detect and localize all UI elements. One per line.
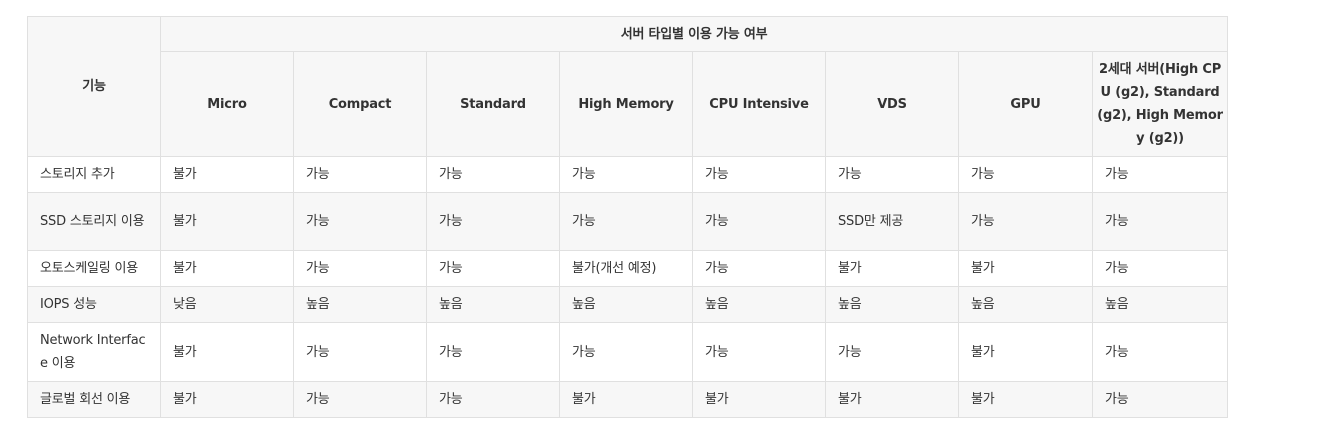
row-feature-label: 글로벌 회선 이용	[27, 381, 161, 418]
table-cell: 가능	[426, 156, 560, 193]
table-cell: 가능	[958, 192, 1093, 251]
table-cell: 가능	[958, 156, 1093, 193]
table-cell: 불가	[825, 250, 959, 287]
table-cell: 불가	[958, 381, 1093, 418]
column-header-gen2-server: 2세대 서버(High CPU (g2), Standard (g2), Hig…	[1091, 51, 1229, 157]
table-cell: 불가	[559, 381, 693, 418]
column-header-gpu: GPU	[958, 51, 1093, 157]
table-cell: 가능	[692, 192, 826, 251]
table-cell: 불가	[160, 250, 294, 287]
column-header-standard: Standard	[426, 51, 560, 157]
table-cell: 가능	[426, 381, 560, 418]
table-cell: 가능	[692, 322, 826, 382]
table-cell: 가능	[426, 322, 560, 382]
table-cell: 높음	[692, 286, 826, 323]
table-cell: 가능	[293, 322, 427, 382]
row-feature-label: Network Interface 이용	[27, 322, 161, 382]
table-cell: 가능	[559, 156, 693, 193]
table-row: 오토스케일링 이용 불가 가능 가능 불가(개선 예정) 가능 불가 불가 가능	[27, 250, 1229, 287]
row-feature-label: IOPS 성능	[27, 286, 161, 323]
table-cell: 불가	[958, 250, 1093, 287]
table-cell: 가능	[293, 192, 427, 251]
table-cell: 불가(개선 예정)	[559, 250, 693, 287]
table-cell: 가능	[692, 156, 826, 193]
table-cell: 높음	[1091, 286, 1229, 323]
table-row: 스토리지 추가 불가 가능 가능 가능 가능 가능 가능 가능	[27, 156, 1229, 193]
table-cell: 높음	[293, 286, 427, 323]
row-feature-label: 스토리지 추가	[27, 156, 161, 193]
server-type-group-header: 서버 타입별 이용 가능 여부	[159, 16, 1229, 52]
table-cell: 높음	[825, 286, 959, 323]
table-cell: 가능	[426, 192, 560, 251]
table-cell: 불가	[692, 381, 826, 418]
table-cell: 가능	[559, 192, 693, 251]
header-columns-row: Micro Compact Standard High Memory CPU I…	[28, 51, 1229, 157]
table-cell: 가능	[825, 322, 959, 382]
table-cell: 가능	[825, 156, 959, 193]
table-cell: 가능	[1091, 192, 1229, 251]
table-cell: 가능	[293, 156, 427, 193]
table-cell: 가능	[559, 322, 693, 382]
table-cell: 불가	[160, 322, 294, 382]
table-row: Network Interface 이용 불가 가능 가능 가능 가능 가능 불…	[27, 322, 1229, 382]
table-cell: 불가	[160, 156, 294, 193]
column-header-high-memory: High Memory	[559, 51, 693, 157]
column-header-compact: Compact	[293, 51, 427, 157]
table-cell: 가능	[293, 381, 427, 418]
table-cell: 불가	[825, 381, 959, 418]
row-feature-label: SSD 스토리지 이용	[27, 192, 161, 251]
feature-column-header: 기능	[27, 16, 161, 157]
column-header-vds: VDS	[825, 51, 959, 157]
table-cell: 가능	[1091, 156, 1229, 193]
table-cell: 높음	[958, 286, 1093, 323]
table-row: 글로벌 회선 이용 불가 가능 가능 불가 불가 불가 불가 가능	[27, 381, 1229, 418]
table-cell: 가능	[1091, 250, 1229, 287]
table-cell: 가능	[692, 250, 826, 287]
table-row: SSD 스토리지 이용 불가 가능 가능 가능 가능 SSD만 제공 가능 가능	[27, 192, 1229, 251]
table-cell: 불가	[958, 322, 1093, 382]
table-cell: 가능	[1091, 381, 1229, 418]
server-type-feature-table: 기능 서버 타입별 이용 가능 여부 Micro Compact Standar…	[27, 16, 1229, 418]
table-cell: 가능	[293, 250, 427, 287]
table-cell: 가능	[1091, 322, 1229, 382]
column-header-cpu-intensive: CPU Intensive	[692, 51, 826, 157]
header-group-row: 기능 서버 타입별 이용 가능 여부	[27, 16, 1229, 157]
table-row: IOPS 성능 낮음 높음 높음 높음 높음 높음 높음 높음	[27, 286, 1229, 323]
table-cell: 높음	[559, 286, 693, 323]
column-header-micro: Micro	[160, 51, 294, 157]
table-cell: 높음	[426, 286, 560, 323]
table-cell: 불가	[160, 381, 294, 418]
table-cell: 가능	[426, 250, 560, 287]
table-cell: 낮음	[160, 286, 294, 323]
table-cell: 불가	[160, 192, 294, 251]
row-feature-label: 오토스케일링 이용	[27, 250, 161, 287]
table-cell: SSD만 제공	[825, 192, 959, 251]
